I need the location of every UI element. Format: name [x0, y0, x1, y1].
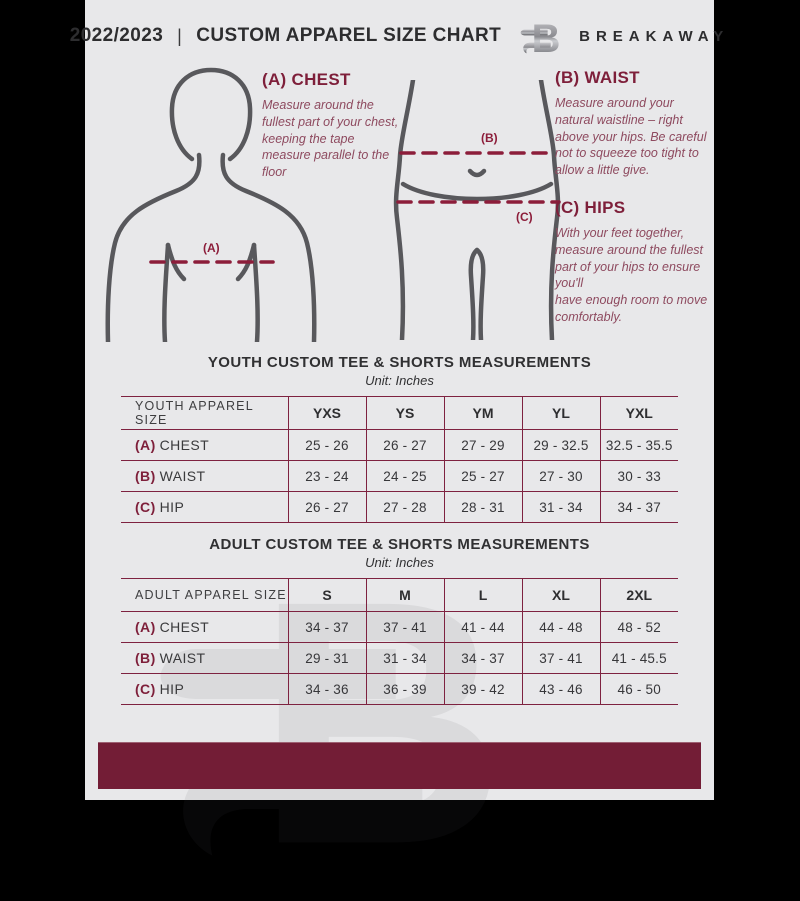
- row-label: (A) CHEST: [121, 429, 289, 461]
- table-cell: 37 - 41: [521, 642, 601, 674]
- row-key: (C): [135, 499, 156, 515]
- page-title: 2022/2023 | CUSTOM APPAREL SIZE CHART: [70, 25, 501, 47]
- table-cell: 28 - 31: [443, 491, 523, 523]
- youth-size-table: YOUTH APPAREL SIZE YXS YS YM YL YXL (A) C…: [121, 396, 678, 523]
- table-cell: 23 - 24: [287, 460, 367, 492]
- hips-heading: (C) HIPS: [555, 198, 626, 217]
- youth-header-row: YOUTH APPAREL SIZE YXS YS YM YL YXL: [121, 396, 678, 430]
- table-cell: 36 - 39: [365, 673, 445, 705]
- lower-torso-figure: (B) (C): [391, 77, 563, 345]
- table-cell: 26 - 27: [287, 491, 367, 523]
- waist-marker-label: (B): [481, 131, 498, 145]
- youth-waist-row: (B) WAIST 23 - 24 24 - 25 25 - 27 27 - 30…: [121, 460, 678, 492]
- upper-torso-figure: (A): [105, 66, 317, 347]
- adult-waist-row: (B) WAIST 29 - 31 31 - 34 34 - 37 37 - 41…: [121, 642, 678, 674]
- waist-heading: (B) WAIST: [555, 68, 640, 87]
- row-key: (B): [135, 650, 156, 666]
- row-name: CHEST: [159, 437, 210, 453]
- youth-hip-row: (C) HIP 26 - 27 27 - 28 28 - 31 31 - 34 3…: [121, 491, 678, 523]
- row-key: (C): [135, 681, 156, 697]
- table-cell: 32.5 - 35.5: [599, 429, 678, 461]
- table-cell: 41 - 44: [443, 611, 523, 643]
- youth-size-column-header: YOUTH APPAREL SIZE: [121, 396, 289, 430]
- measurement-guide: (A) (B) (C) (A) CHEST Measure around the…: [85, 64, 714, 346]
- youth-col-ym: YM: [443, 396, 523, 430]
- hips-marker-label: (C): [516, 210, 533, 224]
- adult-size-column-header: ADULT APPAREL SIZE: [121, 578, 289, 612]
- table-cell: 25 - 27: [443, 460, 523, 492]
- chest-description: Measure around the fullest part of your …: [262, 98, 399, 179]
- chest-instructions: (A) CHEST Measure around the fullest par…: [262, 70, 402, 181]
- table-cell: 44 - 48: [521, 611, 601, 643]
- table-cell: 30 - 33: [599, 460, 678, 492]
- table-cell: 37 - 41: [365, 611, 445, 643]
- table-cell: 27 - 30: [521, 460, 601, 492]
- row-label: (B) WAIST: [121, 642, 289, 674]
- chest-marker-label: (A): [203, 241, 220, 255]
- adult-col-l: L: [443, 578, 523, 612]
- table-cell: 27 - 28: [365, 491, 445, 523]
- adult-col-2xl: 2XL: [599, 578, 678, 612]
- youth-section-title: YOUTH CUSTOM TEE & SHORTS MEASUREMENTS: [207, 354, 592, 371]
- row-key: (A): [135, 437, 156, 453]
- header: 2022/2023 | CUSTOM APPAREL SIZE CHART BR…: [70, 0, 723, 52]
- chest-heading: (A) CHEST: [262, 70, 351, 89]
- adult-col-m: M: [365, 578, 445, 612]
- table-cell: 39 - 42: [443, 673, 523, 705]
- table-cell: 29 - 31: [287, 642, 367, 674]
- brand-name: BREAKAWAY: [579, 27, 730, 45]
- table-cell: 46 - 50: [599, 673, 678, 705]
- waist-description: Measure around your natural waistline – …: [555, 96, 707, 177]
- table-cell: 27 - 29: [443, 429, 523, 461]
- table-cell: 34 - 37: [599, 491, 678, 523]
- table-cell: 31 - 34: [521, 491, 601, 523]
- youth-section-titles: YOUTH CUSTOM TEE & SHORTS MEASUREMENTS U…: [85, 354, 714, 388]
- adult-hip-row: (C) HIP 34 - 36 36 - 39 39 - 42 43 - 46 4…: [121, 673, 678, 705]
- table-cell: 41 - 45.5: [599, 642, 678, 674]
- table-cell: 34 - 37: [443, 642, 523, 674]
- edition-label: 2022/2023: [69, 25, 164, 46]
- table-cell: 29 - 32.5: [521, 429, 601, 461]
- row-label: (C) HIP: [121, 491, 289, 523]
- row-key: (B): [135, 468, 156, 484]
- row-label: (B) WAIST: [121, 460, 289, 492]
- footer-accent-bar: [98, 742, 701, 789]
- youth-unit-label: Unit: Inches: [365, 373, 434, 388]
- adult-chest-row: (A) CHEST 34 - 37 37 - 41 41 - 44 44 - 48…: [121, 611, 678, 643]
- row-name: CHEST: [159, 619, 210, 635]
- table-cell: 24 - 25: [365, 460, 445, 492]
- table-cell: 26 - 27: [365, 429, 445, 461]
- youth-col-yxs: YXS: [287, 396, 367, 430]
- adult-size-table: ADULT APPAREL SIZE S M L XL 2XL (A) CHEST…: [121, 578, 678, 705]
- youth-chest-row: (A) CHEST 25 - 26 26 - 27 27 - 29 29 - 32…: [121, 429, 678, 461]
- table-cell: 48 - 52: [599, 611, 678, 643]
- row-label: (C) HIP: [121, 673, 289, 705]
- table-cell: 31 - 34: [365, 642, 445, 674]
- youth-col-yxl: YXL: [599, 396, 678, 430]
- row-name: WAIST: [159, 468, 206, 484]
- adult-header-row: ADULT APPAREL SIZE S M L XL 2XL: [121, 578, 678, 612]
- youth-col-yl: YL: [521, 396, 601, 430]
- table-cell: 34 - 37: [287, 611, 367, 643]
- row-key: (A): [135, 619, 156, 635]
- hips-description: With your feet together, measure around …: [555, 226, 708, 324]
- table-cell: 34 - 36: [287, 673, 367, 705]
- title-separator: |: [177, 25, 183, 46]
- table-cell: 43 - 46: [521, 673, 601, 705]
- chart-title: CUSTOM APPAREL SIZE CHART: [196, 25, 502, 46]
- adult-col-xl: XL: [521, 578, 601, 612]
- hips-instructions: (C) HIPS With your feet together, measur…: [555, 198, 713, 326]
- size-chart-page: 2022/2023 | CUSTOM APPAREL SIZE CHART BR…: [70, 0, 723, 800]
- table-cell: 25 - 26: [287, 429, 367, 461]
- row-label: (A) CHEST: [121, 611, 289, 643]
- adult-col-s: S: [287, 578, 367, 612]
- youth-col-ys: YS: [365, 396, 445, 430]
- row-name: WAIST: [159, 650, 206, 666]
- row-name: HIP: [159, 681, 185, 697]
- waist-instructions: (B) WAIST Measure around your natural wa…: [555, 68, 707, 179]
- breakaway-logo-icon: [517, 15, 563, 58]
- row-name: HIP: [159, 499, 185, 515]
